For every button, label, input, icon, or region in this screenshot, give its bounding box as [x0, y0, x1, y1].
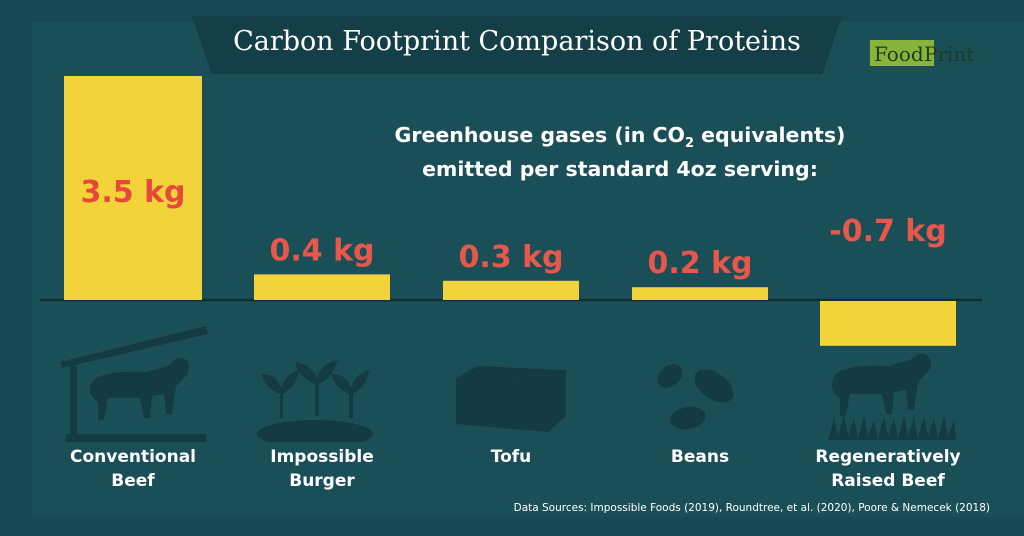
- category-label-2: Impossible: [270, 447, 373, 467]
- category-label-5: Regeneratively: [815, 447, 960, 467]
- value-label-2: 0.4 kg: [269, 233, 374, 268]
- bar-1: [64, 76, 202, 300]
- value-label-4: 0.2 kg: [647, 246, 752, 281]
- cow-grass-icon: [828, 353, 956, 440]
- foodprint-logo: Food Print: [870, 40, 974, 66]
- bar-5: [820, 301, 956, 346]
- logo-text-print: Print: [924, 42, 974, 66]
- value-label-5: -0.7 kg: [829, 214, 946, 249]
- bar-2: [254, 274, 390, 300]
- cow-shelter-icon: [60, 326, 208, 442]
- beans-icon: [657, 364, 734, 430]
- bar-3: [443, 280, 579, 300]
- category-label-1: Conventional: [70, 447, 196, 467]
- category-label-1: Beef: [111, 471, 155, 491]
- subtitle-line1-pre: Greenhouse gases (in CO: [394, 123, 685, 147]
- title-banner: [192, 16, 842, 74]
- data-sources: Data Sources: Impossible Foods (2019), R…: [513, 502, 990, 514]
- chart-title: Carbon Footprint Comparison of Proteins: [233, 26, 801, 57]
- value-label-3: 0.3 kg: [458, 240, 563, 275]
- tofu-block-icon: [456, 366, 566, 432]
- seedlings-icon: [257, 360, 373, 442]
- bar-4: [632, 287, 768, 300]
- logo-text-food: Food: [874, 42, 924, 66]
- logo-badge: [870, 40, 934, 66]
- category-label-4: Beans: [671, 447, 729, 467]
- category-label-3: Tofu: [491, 447, 532, 467]
- subtitle-subscript: 2: [684, 136, 694, 151]
- chart-subtitle: Greenhouse gases (in CO2 equivalents) em…: [340, 120, 900, 185]
- category-label-5: Raised Beef: [831, 471, 945, 491]
- subtitle-line2: emitted per standard 4oz serving:: [422, 157, 818, 181]
- subtitle-line1-post: equivalents): [694, 123, 846, 147]
- value-label-1: 3.5 kg: [80, 175, 185, 210]
- category-label-2: Burger: [289, 471, 355, 491]
